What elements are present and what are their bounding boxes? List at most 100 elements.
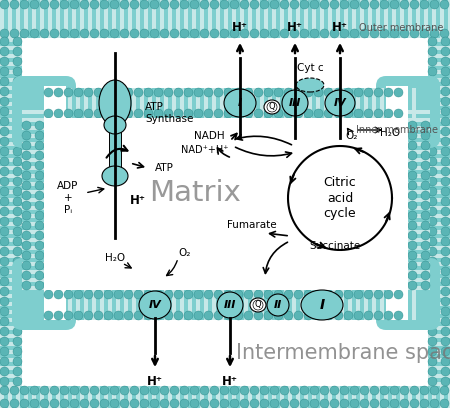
Bar <box>288 0 292 38</box>
Bar <box>280 0 284 38</box>
Text: H⁺: H⁺ <box>287 21 303 34</box>
FancyBboxPatch shape <box>376 258 440 330</box>
Circle shape <box>35 171 44 180</box>
Circle shape <box>35 211 44 220</box>
Circle shape <box>330 29 339 38</box>
Bar <box>386 268 408 320</box>
Bar <box>304 0 308 38</box>
Bar <box>22 246 44 250</box>
Circle shape <box>144 109 153 118</box>
Bar <box>264 0 268 38</box>
Circle shape <box>290 29 299 38</box>
Circle shape <box>280 399 289 408</box>
Circle shape <box>260 399 269 408</box>
Bar <box>0 182 22 186</box>
Circle shape <box>20 399 29 408</box>
Bar <box>200 0 204 38</box>
Circle shape <box>154 109 163 118</box>
Circle shape <box>421 201 430 210</box>
Circle shape <box>184 109 193 118</box>
Circle shape <box>394 290 403 299</box>
Circle shape <box>220 399 229 408</box>
Circle shape <box>260 386 269 395</box>
Bar <box>132 290 136 320</box>
Bar <box>188 290 193 320</box>
Text: O₂: O₂ <box>346 131 358 141</box>
Circle shape <box>394 88 403 97</box>
Bar <box>180 88 184 118</box>
Circle shape <box>140 399 149 408</box>
Bar <box>372 290 376 320</box>
Circle shape <box>304 290 313 299</box>
Circle shape <box>44 290 53 299</box>
Circle shape <box>441 227 450 236</box>
Circle shape <box>330 386 339 395</box>
Bar <box>408 133 430 138</box>
Circle shape <box>441 187 450 196</box>
Circle shape <box>421 211 430 220</box>
Circle shape <box>54 311 63 320</box>
Circle shape <box>20 386 29 395</box>
Bar <box>60 88 64 118</box>
Circle shape <box>320 399 329 408</box>
Circle shape <box>234 109 243 118</box>
Bar <box>428 126 450 130</box>
Bar <box>408 190 430 194</box>
Circle shape <box>441 147 450 156</box>
Circle shape <box>180 0 189 9</box>
Bar <box>80 0 85 38</box>
Bar <box>172 88 176 118</box>
Bar <box>408 166 430 170</box>
Circle shape <box>390 386 399 395</box>
Bar <box>440 0 445 38</box>
Circle shape <box>441 207 450 216</box>
Bar <box>44 86 66 138</box>
Circle shape <box>441 97 450 106</box>
Circle shape <box>0 77 9 86</box>
Bar <box>292 290 297 320</box>
Circle shape <box>441 327 450 336</box>
Circle shape <box>400 0 409 9</box>
Bar <box>404 88 409 118</box>
FancyBboxPatch shape <box>376 76 440 148</box>
Circle shape <box>224 311 233 320</box>
Circle shape <box>430 29 439 38</box>
Circle shape <box>0 277 9 286</box>
Bar <box>184 386 189 408</box>
Text: Cyt c: Cyt c <box>297 63 323 73</box>
Circle shape <box>253 300 263 310</box>
Bar <box>384 0 388 38</box>
Bar <box>300 88 304 118</box>
Circle shape <box>134 109 143 118</box>
Circle shape <box>35 241 44 250</box>
Bar <box>428 70 450 74</box>
Text: Succinate: Succinate <box>310 241 360 251</box>
Circle shape <box>334 109 343 118</box>
Bar <box>0 78 22 82</box>
Circle shape <box>421 171 430 180</box>
Bar <box>416 386 420 408</box>
Circle shape <box>240 29 249 38</box>
Bar <box>280 386 284 408</box>
Bar <box>108 290 112 320</box>
Ellipse shape <box>102 166 128 186</box>
Circle shape <box>441 377 450 386</box>
Circle shape <box>280 0 289 9</box>
Circle shape <box>0 377 9 386</box>
Circle shape <box>324 290 333 299</box>
Bar <box>400 0 405 38</box>
Circle shape <box>421 271 430 280</box>
Circle shape <box>10 0 19 9</box>
Circle shape <box>354 88 363 97</box>
Bar <box>428 86 450 90</box>
Circle shape <box>264 88 273 97</box>
Bar <box>0 197 22 202</box>
Bar <box>112 386 117 408</box>
Circle shape <box>64 311 73 320</box>
Circle shape <box>340 399 349 408</box>
Circle shape <box>170 0 179 9</box>
Circle shape <box>140 386 149 395</box>
Circle shape <box>64 88 73 97</box>
Circle shape <box>22 211 31 220</box>
Bar <box>0 350 22 354</box>
